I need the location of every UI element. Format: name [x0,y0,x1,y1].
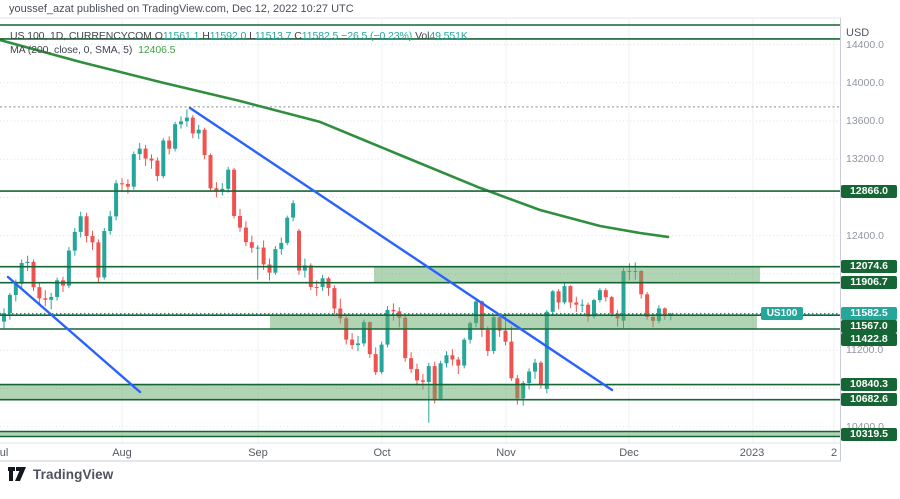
trend-line [188,106,614,392]
ma-200-line [0,38,670,239]
price-axis-currency: USD [846,27,870,39]
open-label: O [154,30,163,42]
price-axis-label: 14400.0 [846,38,884,51]
volume-label: Vol [415,30,430,42]
current-price-badge: 11582.5 [841,307,897,321]
time-axis-label: 2023 [739,447,765,459]
price-axis-label: 13200.0 [846,153,884,166]
supply-demand-zone [374,266,760,283]
price-axis-label: 14000.0 [846,76,884,89]
price-axis-label: 11200.0 [846,344,884,357]
price-level-badge: 11567.0 [841,320,897,334]
price-level-badge: 10840.3 [841,378,897,392]
time-axis-label: Sep [248,447,268,459]
attribution-text: youssef_azat published on TradingView.co… [9,3,354,15]
price-axis-label: 12400.0 [846,229,884,242]
price-level-badge: 10682.6 [841,393,897,407]
trend-line [6,275,142,394]
high-label: H [202,30,210,42]
price-level-badge: 12074.6 [841,260,897,274]
tradingview-logo-text: TradingView [33,466,114,482]
legend-symbol-row: US 100, 1D, CURRENCYCOM O11561.1 H11592.… [10,30,468,42]
legend-ma-row: MA (200, close, 0, SMA, 5) 12406.5 [10,44,468,56]
ma-value: 12406.5 [138,44,176,56]
low-value: 11513.7 [254,30,292,42]
time-axis-label: ul [0,447,9,459]
supply-demand-zone [0,431,840,437]
symbol-price-label: US100 [761,307,803,320]
time-axis-label: Dec [619,447,639,459]
volume-value: 49.551K [429,30,468,42]
price-axis-label: 13600.0 [846,114,884,127]
price-level-badge: 11906.7 [841,276,897,290]
supply-demand-zone [270,315,757,329]
price-level-badge: 12866.0 [841,184,897,198]
close-value: 11582.5 [301,30,339,42]
change-value: −26.5 (−0.23%) [341,30,413,42]
open-value: 11561.1 [162,30,200,42]
time-axis-label: Aug [112,447,132,459]
price-level-badge: 11422.8 [841,333,897,347]
close-label: C [294,30,302,42]
ma-label: MA (200, close, 0, SMA, 5) [10,44,133,56]
tradingview-logo[interactable]: TradingView [8,466,113,482]
chart-legend: US 100, 1D, CURRENCYCOM O11561.1 H11592.… [10,30,468,56]
high-value: 11592.0 [209,30,247,42]
tradingview-logo-icon [8,467,26,481]
low-label: L [249,30,255,42]
time-axis-label: Oct [373,447,391,459]
time-axis-label: 2 [830,447,838,459]
supply-demand-zone [0,384,523,400]
time-axis-label: Nov [496,447,516,459]
price-level-badge: 10319.5 [841,427,897,441]
legend-symbol: US 100, 1D, CURRENCYCOM [10,30,152,42]
